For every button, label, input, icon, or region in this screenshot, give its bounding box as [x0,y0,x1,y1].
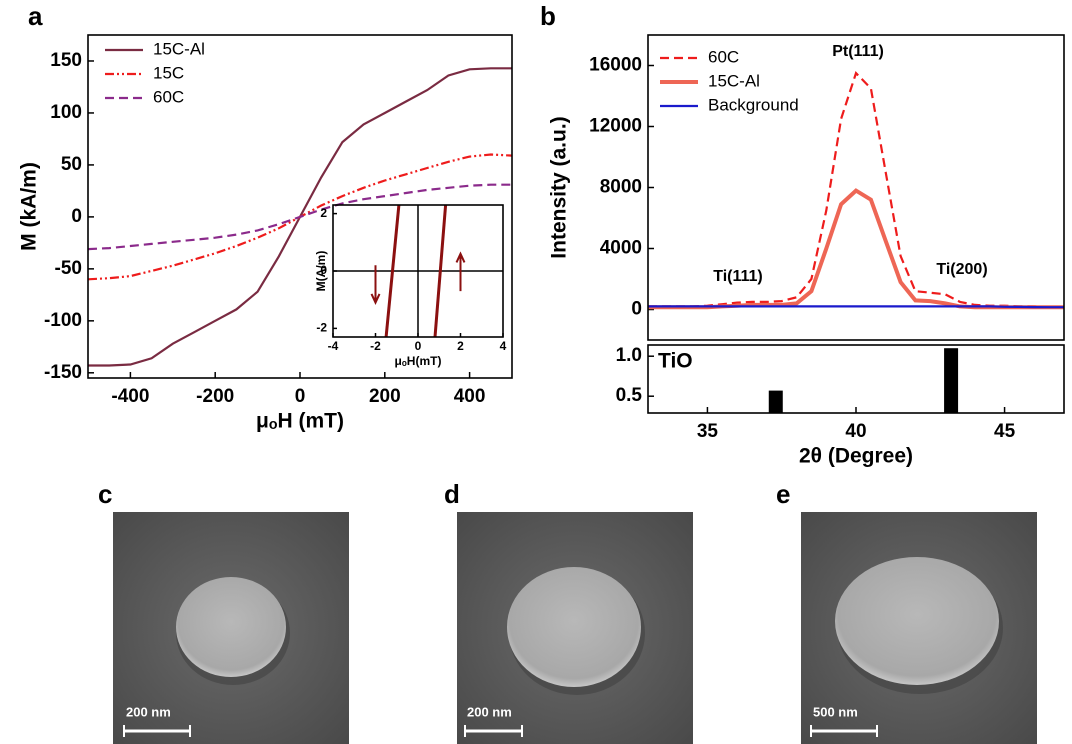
x-axis-label: 2θ (Degree) [799,445,913,468]
y-tick-label: 8000 [600,177,642,198]
bar [944,348,959,413]
x-tick-label: 0 [415,339,422,353]
legend-label: 15C-Al [708,71,760,90]
x-tick-label: 2 [457,339,464,353]
y-tick-label: 50 [61,154,82,175]
series-line [648,305,1064,309]
plot-area [384,205,448,337]
legend-label: Background [708,95,799,114]
y-tick-label: 0 [631,299,642,320]
arrow [455,251,466,292]
annotation: Ti(111) [713,268,763,285]
panel-label: c [98,479,112,509]
y-tick-label: 2 [320,206,327,220]
x-tick-label: -2 [370,339,381,353]
y-tick-label: 4000 [600,238,642,259]
plot-frame [647,34,1065,341]
panel-label: b [540,1,556,31]
y-tick-label: 1.0 [616,345,642,366]
chart: -202-4 -2 0 2 4M(A/m)μₒH(mT) [314,204,507,368]
scale-bar-label: 500 nm [813,704,858,719]
chart: 0.5 1.0 35 40 45 2θ (Degree) TiO [616,344,1065,468]
y-tick-label: 150 [50,50,82,71]
annotation: TiO [658,350,693,373]
plot-frame [332,204,504,338]
scale-bar-label: 200 nm [126,704,171,719]
x-axis-label: μₒH (mT) [256,410,344,433]
legend-label: 15C-Al [153,39,205,58]
series-line [433,205,448,337]
y-tick-label: 0 [71,206,82,227]
sem-image: 200 nm [113,512,349,744]
bar [768,390,783,413]
y-tick-label: 0 [320,263,327,277]
legend-label: 15C [153,63,184,82]
legend-label: 60C [708,47,739,66]
chart: 0 4000 8000 12000 16000 Intensity (a.u.) 60C 15… [548,34,1065,341]
plot-frame [87,34,513,379]
x-tick-label: -400 [111,386,149,407]
sem-image: 500 nm [801,512,1037,744]
plot-area [768,348,959,413]
x-tick-label: -4 [328,339,339,353]
x-tick-label: 4 [500,339,507,353]
annotation: Pt(111) [832,43,884,60]
y-axis-label: M (kA/m) [18,162,41,251]
y-tick-label: 100 [50,102,82,123]
series-line [648,188,1064,310]
panel-label: a [28,1,43,31]
y-tick-label: -50 [55,258,82,279]
y-axis-label: M(A/m) [314,251,328,292]
series-line [88,183,512,251]
annotation: Ti(200) [936,261,987,278]
panel-label: e [776,479,790,509]
plot-area [88,67,512,367]
y-tick-label: 12000 [589,116,642,137]
y-tick-label: 0.5 [616,385,643,406]
series-line [384,205,401,337]
x-tick-label: 0 [295,386,306,407]
sem-image: 200 nm [457,512,693,744]
y-axis-label: Intensity (a.u.) [548,116,571,258]
x-tick-label: 45 [994,421,1016,442]
x-tick-label: 200 [369,386,401,407]
y-tick-label: -100 [44,310,82,331]
y-tick-label: -150 [44,362,82,383]
scale-bar-label: 200 nm [467,704,512,719]
y-tick-label: 16000 [589,55,642,76]
y-tick-label: -2 [316,321,327,335]
x-tick-label: 35 [697,421,719,442]
x-tick-label: 40 [845,421,866,442]
x-tick-label: -200 [196,386,234,407]
x-axis-label: μₒH(mT) [395,354,442,368]
arrow [370,265,381,305]
panel-label: d [444,479,460,509]
x-tick-label: 400 [454,386,486,407]
plot-frame [647,344,1065,414]
plot-area [648,71,1064,310]
series-line [648,71,1064,309]
legend-label: 60C [153,87,184,106]
